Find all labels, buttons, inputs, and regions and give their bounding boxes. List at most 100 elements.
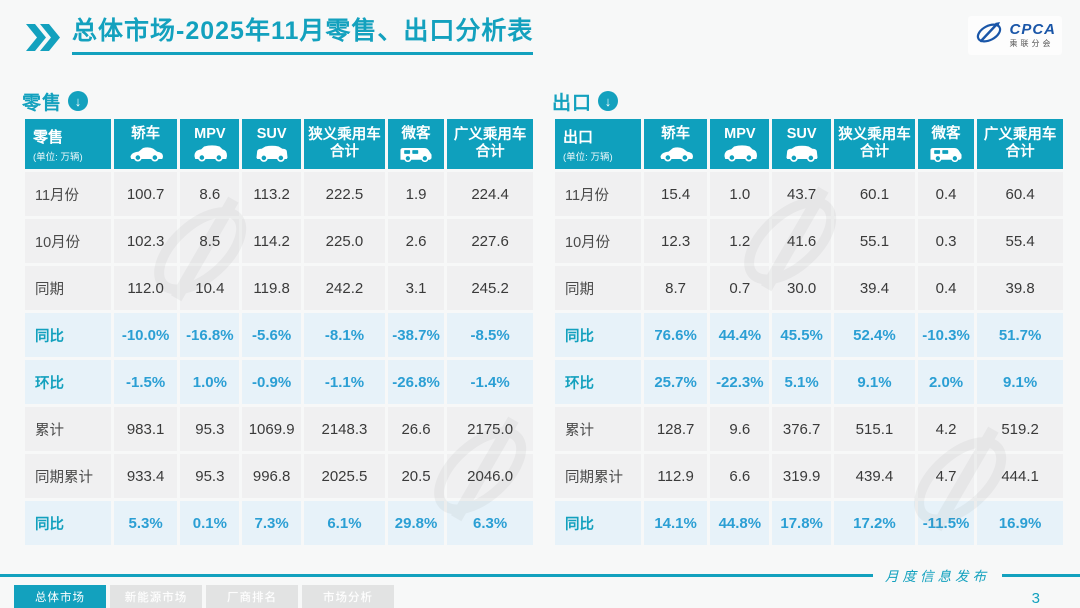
row-label: 11月份 xyxy=(25,172,111,216)
table-cell: 128.7 xyxy=(643,407,708,451)
table-cell: 519.2 xyxy=(977,407,1063,451)
header: 总体市场-2025年11月零售、出口分析表 CPCA 乘联分会 xyxy=(22,16,1066,80)
column-header: MPV xyxy=(710,119,770,169)
table-cell: -22.3% xyxy=(710,360,770,404)
table-cell: 0.7 xyxy=(710,266,770,310)
double-chevron-icon xyxy=(26,24,62,56)
corner-title: 出口 xyxy=(563,128,594,146)
table-corner-cell: 零售 (单位: 万辆) xyxy=(25,119,111,169)
table-cell: 2025.5 xyxy=(304,454,385,498)
table-cell: 100.7 xyxy=(113,172,178,216)
table-row: 同期 8.7 0.7 30.0 39.4 0.4 39.8 xyxy=(555,266,1063,310)
mpv-icon xyxy=(180,145,239,162)
footer-tabs: 总体市场 新能源市场 厂商排名 市场分析 xyxy=(0,585,394,608)
export-table: 出口 (单位: 万辆) 轿车 MPV SUV 狭义乘用车 合计 微客 广义乘用车 合计 11月份 15… xyxy=(552,116,1066,548)
table-cell: 996.8 xyxy=(242,454,302,498)
column-label: 轿车 xyxy=(661,126,691,143)
row-label: 环比 xyxy=(25,360,111,404)
row-label: 同比 xyxy=(25,501,111,545)
table-cell: 55.1 xyxy=(834,219,915,263)
table-cell: 26.6 xyxy=(387,407,445,451)
table-cell: 102.3 xyxy=(113,219,178,263)
table-cell: 8.6 xyxy=(180,172,240,216)
table-cell: 439.4 xyxy=(834,454,915,498)
column-label: 微客 xyxy=(931,126,961,143)
column-label: 狭义乘用车 合计 xyxy=(308,127,381,160)
table-cell: 983.1 xyxy=(113,407,178,451)
suv-icon xyxy=(772,145,831,162)
table-cell: 0.1% xyxy=(180,501,240,545)
page-title: 总体市场-2025年11月零售、出口分析表 xyxy=(72,16,534,56)
table-cell: 1.0% xyxy=(180,360,240,404)
column-header: SUV xyxy=(772,119,832,169)
retail-label-text: 零售 xyxy=(22,92,63,114)
table-cell: -5.6% xyxy=(242,313,302,357)
tab-manufacturer-ranking[interactable]: 厂商排名 xyxy=(206,585,298,608)
table-row: 同比 14.1% 44.8% 17.8% 17.2% -11.5% 16.9% xyxy=(555,501,1063,545)
table-cell: -8.5% xyxy=(447,313,533,357)
table-cell: 224.4 xyxy=(447,172,533,216)
column-label: SUV xyxy=(786,126,817,143)
table-row: 同期累计 933.4 95.3 996.8 2025.5 20.5 2046.0 xyxy=(25,454,533,498)
row-label: 同期 xyxy=(555,266,641,310)
column-header: 狭义乘用车 合计 xyxy=(834,119,915,169)
table-cell: 30.0 xyxy=(772,266,832,310)
table-row: 累计 128.7 9.6 376.7 515.1 4.2 519.2 xyxy=(555,407,1063,451)
column-header: 广义乘用车 合计 xyxy=(447,119,533,169)
table-cell: 933.4 xyxy=(113,454,178,498)
table-cell: 17.2% xyxy=(834,501,915,545)
table-cell: 95.3 xyxy=(180,454,240,498)
table-cell: -26.8% xyxy=(387,360,445,404)
column-label: MPV xyxy=(724,126,756,143)
table-cell: 6.3% xyxy=(447,501,533,545)
table-cell: 17.8% xyxy=(772,501,832,545)
table-cell: 44.8% xyxy=(710,501,770,545)
retail-table-section: 零售 ↓ 零售 (单位: 万辆) 轿车 MPV SUV 狭义乘用车 合计 微客 广义乘用车 合计 1… xyxy=(22,88,536,548)
table-cell: 222.5 xyxy=(304,172,385,216)
table-cell: 9.1% xyxy=(977,360,1063,404)
tab-nev-market[interactable]: 新能源市场 xyxy=(110,585,202,608)
table-cell: 2046.0 xyxy=(447,454,533,498)
table-row: 同期 112.0 10.4 119.8 242.2 3.1 245.2 xyxy=(25,266,533,310)
table-cell: 51.7% xyxy=(977,313,1063,357)
table-cell: 1.2 xyxy=(710,219,770,263)
table-cell: -1.1% xyxy=(304,360,385,404)
table-cell: 5.3% xyxy=(113,501,178,545)
table-cell: -0.9% xyxy=(242,360,302,404)
column-header: 微客 xyxy=(917,119,975,169)
mpv-icon xyxy=(710,145,769,162)
sedan-icon xyxy=(644,145,708,162)
export-section-label: 出口 ↓ xyxy=(552,88,1066,114)
cpca-logo: CPCA 乘联分会 xyxy=(968,16,1062,55)
table-cell: 15.4 xyxy=(643,172,708,216)
column-header: SUV xyxy=(242,119,302,169)
table-cell: 9.6 xyxy=(710,407,770,451)
table-cell: 1.0 xyxy=(710,172,770,216)
row-label: 同比 xyxy=(555,501,641,545)
table-cell: -16.8% xyxy=(180,313,240,357)
table-row: 11月份 100.7 8.6 113.2 222.5 1.9 224.4 xyxy=(25,172,533,216)
row-label: 同比 xyxy=(25,313,111,357)
table-cell: 119.8 xyxy=(242,266,302,310)
table-cell: 39.4 xyxy=(834,266,915,310)
export-table-section: 出口 ↓ 出口 (单位: 万辆) 轿车 MPV SUV 狭义乘用车 合计 微客 广义乘用车 合计 1… xyxy=(552,88,1066,548)
table-cell: 2.0% xyxy=(917,360,975,404)
tab-market-analysis[interactable]: 市场分析 xyxy=(302,585,394,608)
column-header: 轿车 xyxy=(643,119,708,169)
cpca-logo-chinese: 乘联分会 xyxy=(1009,39,1054,49)
table-cell: 43.7 xyxy=(772,172,832,216)
table-row: 累计 983.1 95.3 1069.9 2148.3 26.6 2175.0 xyxy=(25,407,533,451)
table-cell: 4.2 xyxy=(917,407,975,451)
column-header: 狭义乘用车 合计 xyxy=(304,119,385,169)
table-cell: 112.0 xyxy=(113,266,178,310)
page-number: 3 xyxy=(1031,590,1040,607)
table-cell: 0.4 xyxy=(917,172,975,216)
suv-icon xyxy=(242,145,301,162)
row-label: 环比 xyxy=(555,360,641,404)
table-cell: -38.7% xyxy=(387,313,445,357)
row-label: 累计 xyxy=(25,407,111,451)
tab-overall-market[interactable]: 总体市场 xyxy=(14,585,106,608)
table-cell: 20.5 xyxy=(387,454,445,498)
table-cell: 444.1 xyxy=(977,454,1063,498)
